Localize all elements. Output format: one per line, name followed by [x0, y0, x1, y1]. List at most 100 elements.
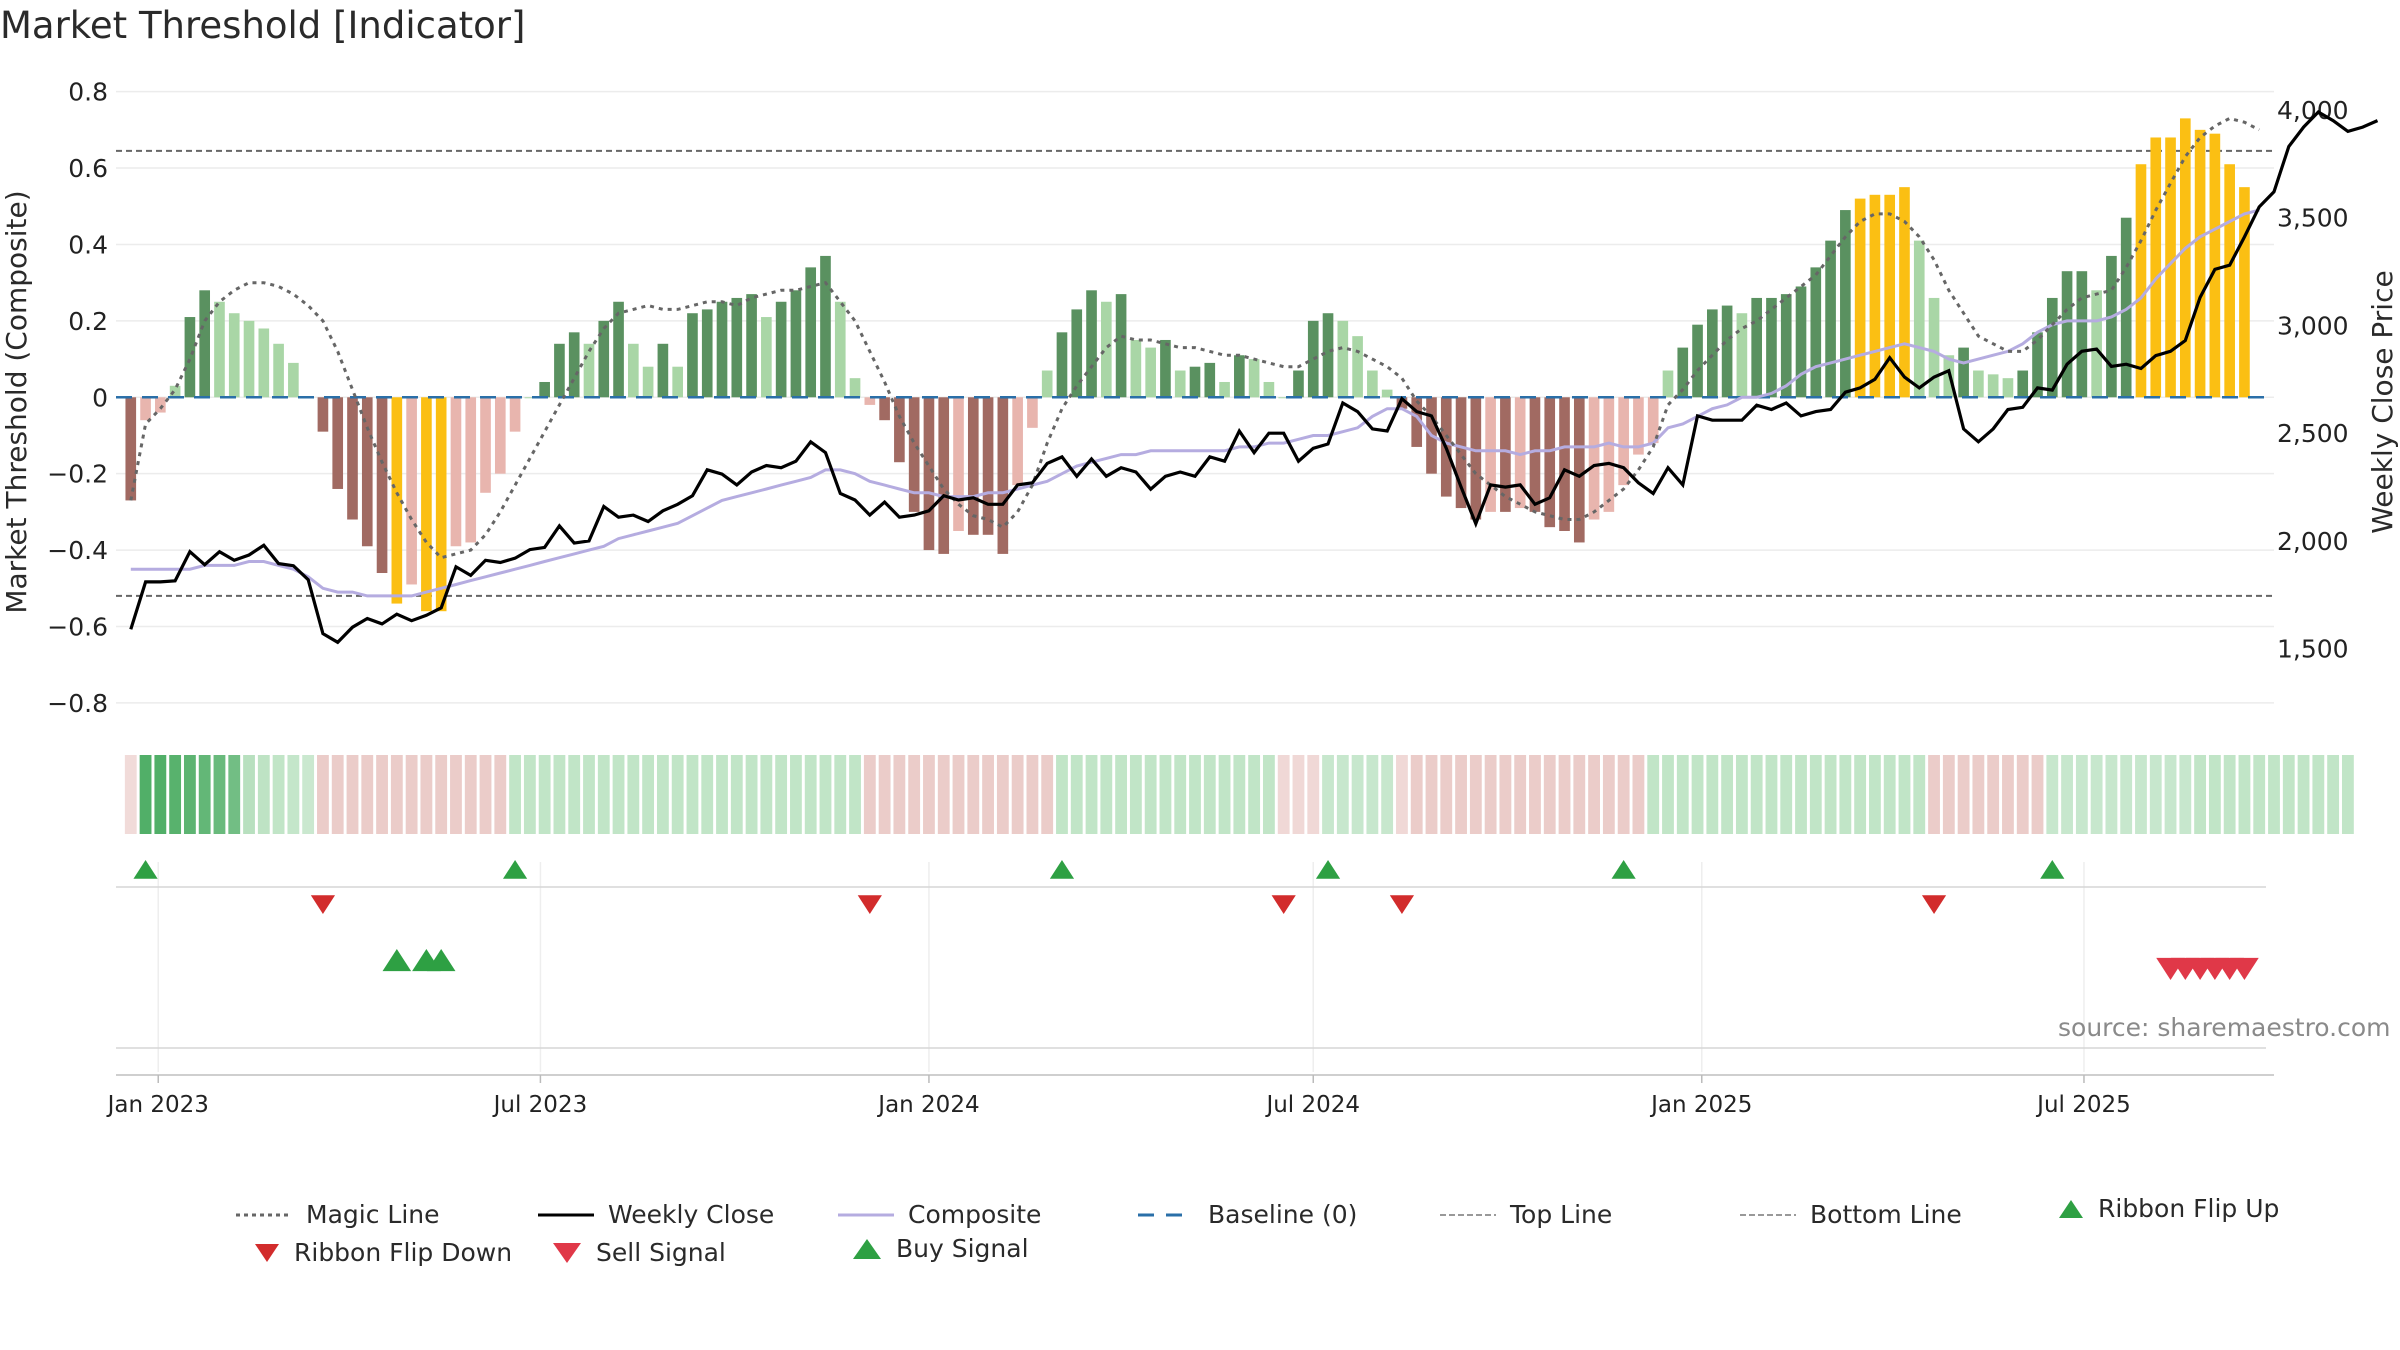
threshold-bar	[849, 378, 861, 398]
threshold-bar	[1973, 370, 1984, 398]
ribbon-cell	[1632, 755, 1645, 834]
ribbon-cell	[243, 755, 255, 834]
threshold-bar	[2194, 129, 2206, 398]
y-axis-title: Market Threshold (Composite)	[0, 190, 33, 613]
threshold-bar	[967, 397, 979, 535]
x-tick-label: Jan 2024	[876, 1092, 979, 1118]
threshold-bar	[243, 320, 255, 398]
legend-label: Baseline (0)	[1208, 1200, 1358, 1229]
y2-axis-title: Weekly Close Price	[2366, 270, 2399, 533]
ribbon-cell	[257, 755, 270, 834]
ribbon-cell	[464, 755, 477, 834]
threshold-bar	[2046, 297, 2058, 398]
threshold-bar	[376, 397, 388, 574]
ribbon-cell	[1366, 755, 1379, 834]
ribbon-cell	[376, 755, 388, 834]
ribbon-cell	[1529, 755, 1541, 834]
dashed-line-icon	[1138, 1213, 1194, 1216]
threshold-bar	[2017, 370, 2029, 398]
threshold-bar	[820, 255, 831, 398]
threshold-bar	[1189, 366, 1201, 398]
y-tick-label: 0.4	[68, 230, 108, 259]
ribbon-cell	[2179, 755, 2192, 834]
threshold-bar	[1662, 370, 1674, 398]
threshold-bar	[1130, 339, 1142, 398]
ribbon-cell	[1602, 755, 1615, 834]
threshold-bar	[1544, 397, 1556, 528]
ribbon-cell	[346, 755, 359, 834]
threshold-bar	[568, 332, 580, 398]
threshold-bar	[1307, 320, 1319, 398]
legend-item-buy-signal: Buy Signal	[852, 1234, 1029, 1263]
buy-signal-marker	[426, 949, 456, 972]
ribbon-cell	[2238, 755, 2251, 834]
ribbon-cell	[1425, 755, 1438, 834]
ribbon-flip-down-marker	[310, 895, 336, 914]
y-tick-label: 0.6	[68, 154, 108, 183]
ribbon-cell	[317, 755, 329, 834]
threshold-bar	[184, 317, 196, 398]
ribbon-cell	[1292, 755, 1305, 834]
threshold-bar	[435, 397, 447, 612]
threshold-bar	[2106, 255, 2117, 398]
threshold-bar	[2179, 118, 2191, 398]
threshold-bar	[228, 313, 240, 398]
weekly-close-line	[129, 109, 2379, 645]
ribbon-cell	[2208, 755, 2221, 834]
threshold-bar	[1618, 397, 1629, 486]
ribbon-cell	[1662, 755, 1674, 834]
threshold-bar	[1396, 397, 1408, 409]
ribbon-cell	[790, 755, 802, 834]
ribbon-cell	[1336, 755, 1349, 834]
ribbon-cell	[420, 755, 433, 834]
ribbon-cell	[1115, 755, 1128, 834]
threshold-bar	[701, 309, 713, 398]
threshold-bar	[1086, 290, 1097, 398]
threshold-bar	[1633, 397, 1644, 455]
ribbon-cell	[1883, 755, 1896, 834]
y-tick-label: −0.2	[47, 460, 108, 489]
ribbon-cell	[1085, 755, 1098, 834]
ribbon-cell	[1218, 755, 1231, 834]
ribbon-cell	[479, 755, 492, 834]
ribbon-flip-down-marker	[1389, 895, 1415, 914]
ribbon-cell	[597, 755, 610, 834]
ribbon-cell	[1898, 755, 1911, 834]
ribbon-cell	[834, 755, 847, 834]
threshold-bar	[1514, 397, 1526, 509]
threshold-bar	[1840, 210, 1851, 398]
triangle-down-icon	[255, 1243, 279, 1262]
threshold-bar	[2135, 164, 2147, 398]
legend-label: Weekly Close	[608, 1200, 775, 1229]
threshold-bar	[214, 301, 225, 398]
threshold-bar	[361, 397, 373, 547]
ribbon-cell	[2341, 755, 2354, 834]
legend-label: Ribbon Flip Down	[294, 1238, 513, 1267]
legend-label: Sell Signal	[596, 1238, 726, 1267]
threshold-bar	[1721, 305, 1733, 398]
threshold-bar	[509, 397, 521, 432]
ribbon-cell	[272, 755, 285, 834]
threshold-bar	[790, 290, 802, 398]
ribbon-cell	[1957, 755, 1970, 834]
threshold-bar	[1056, 332, 1068, 398]
threshold-bar	[539, 381, 550, 398]
ribbon-cell	[1100, 755, 1113, 834]
ribbon-cell	[2297, 755, 2310, 834]
threshold-bar	[2165, 137, 2176, 398]
threshold-bar	[2091, 290, 2102, 398]
threshold-bar	[583, 343, 595, 398]
threshold-bar	[332, 397, 344, 489]
ribbon-cell	[2105, 755, 2118, 834]
threshold-bar	[317, 397, 329, 432]
ribbon-cell	[1824, 755, 1837, 834]
ribbon-flip-down-marker	[857, 895, 882, 914]
ribbon-cell	[331, 755, 344, 834]
sell-signal-marker	[2230, 957, 2259, 980]
ribbon-cell	[937, 755, 950, 834]
threshold-bar	[288, 362, 299, 398]
ribbon-cell	[1942, 755, 1955, 834]
ribbon-cell	[1129, 755, 1142, 834]
legend-item-bottom-line: Bottom Line	[1740, 1200, 1962, 1229]
threshold-bar	[1115, 294, 1127, 398]
